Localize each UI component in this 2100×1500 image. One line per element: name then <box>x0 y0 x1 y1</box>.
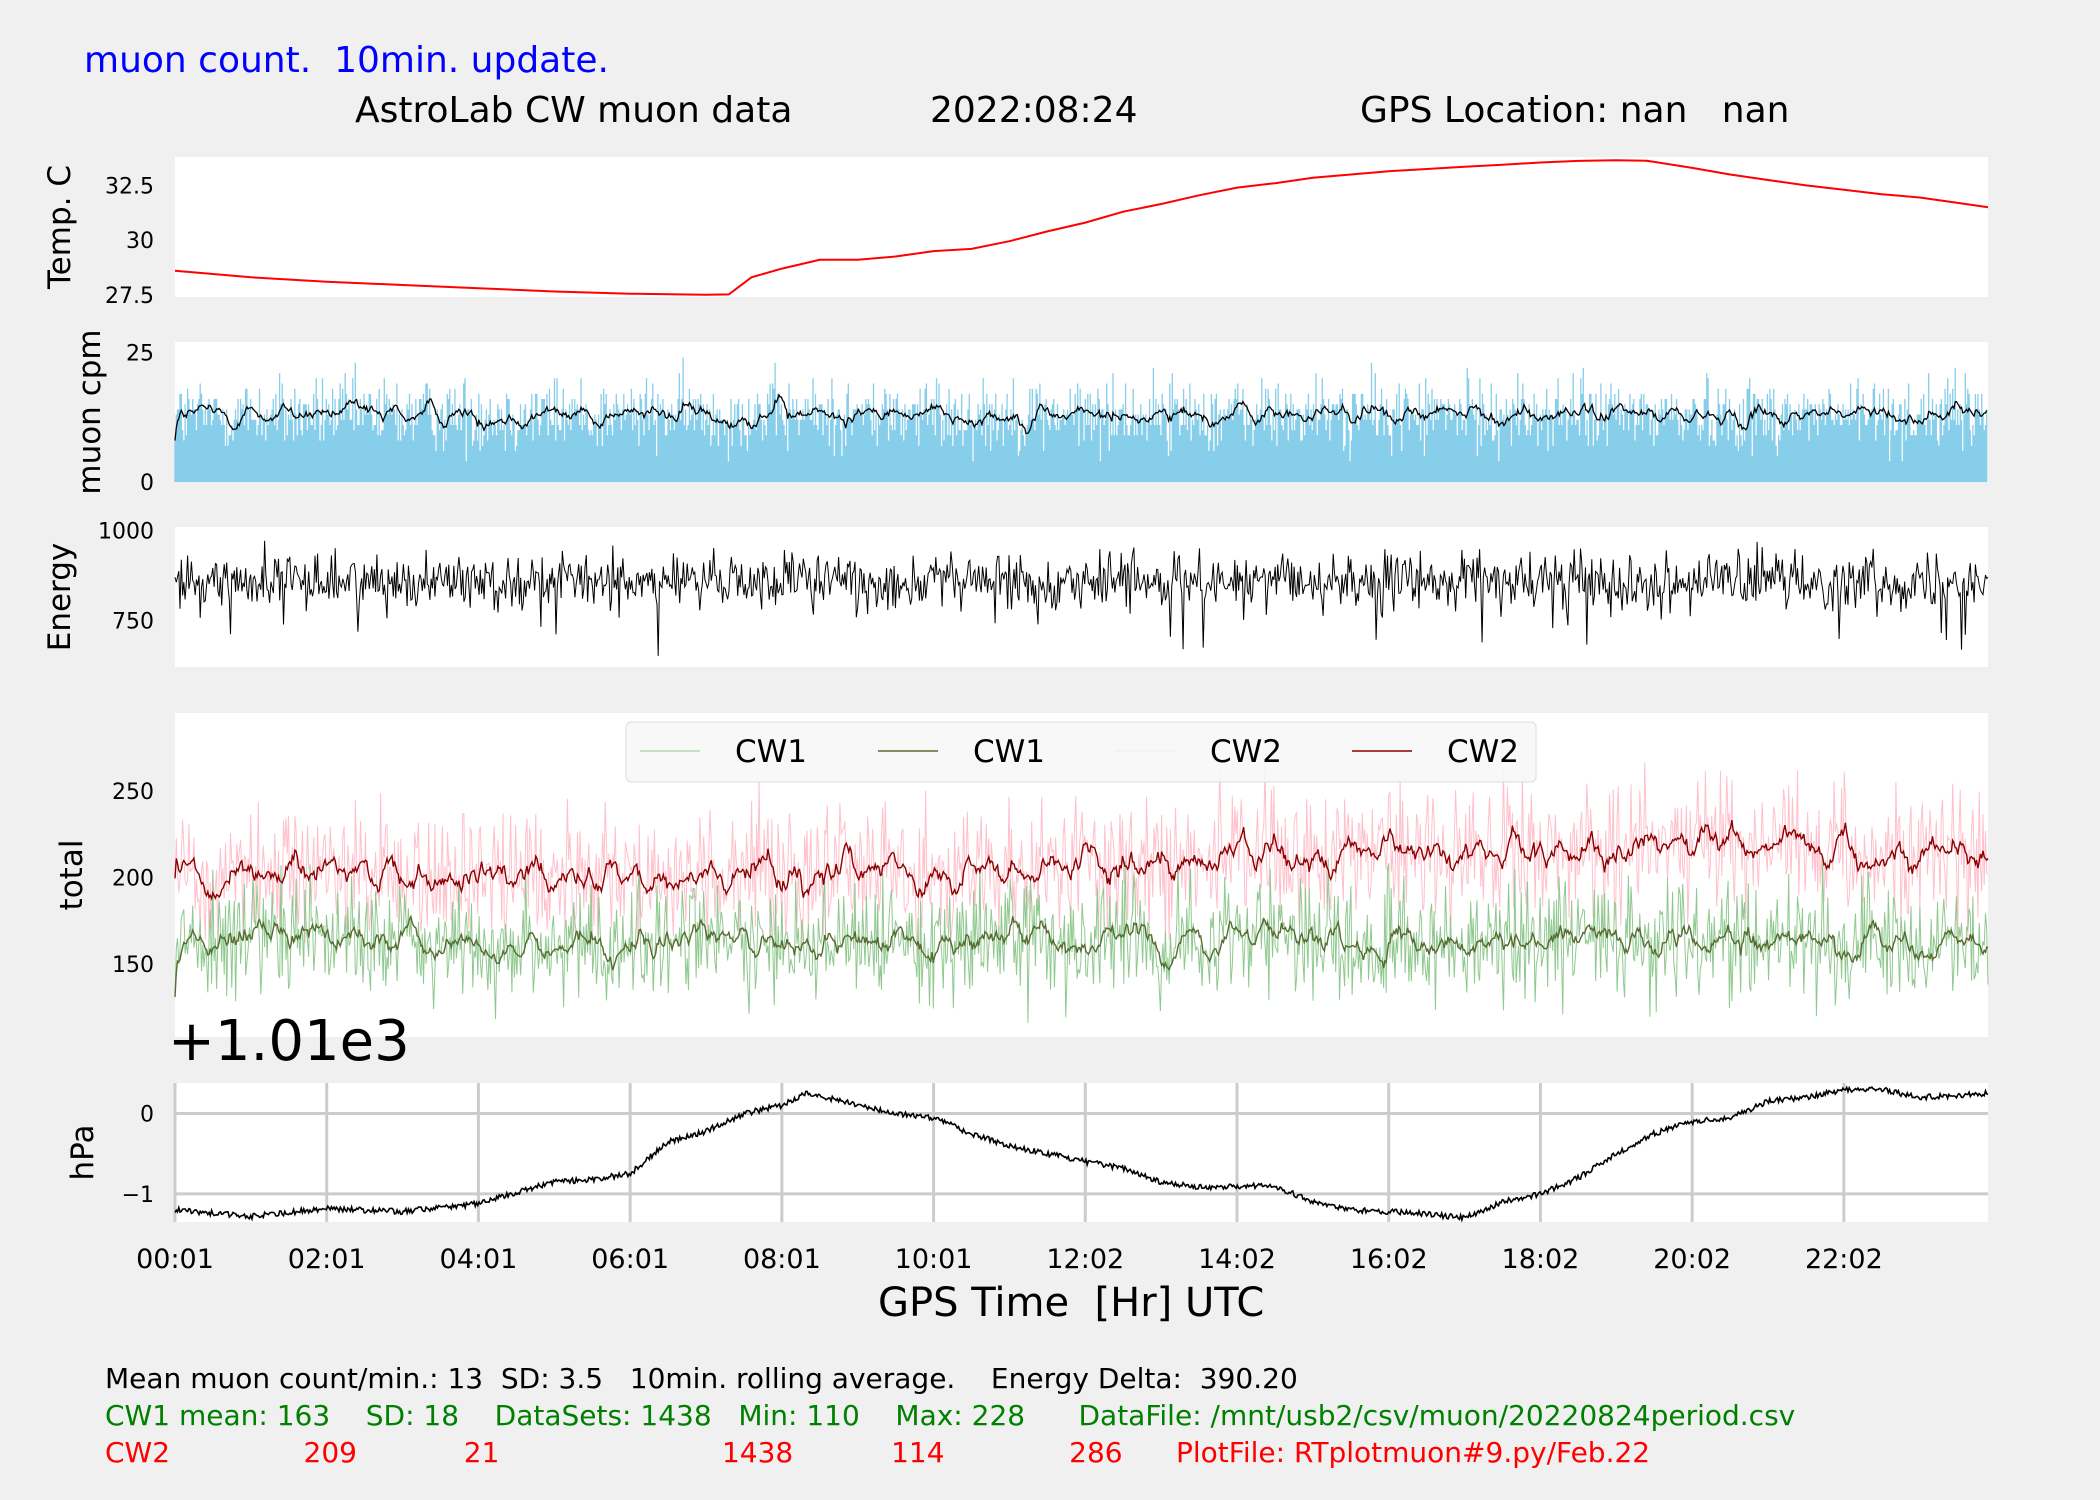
muon-cpm-panel: 0 25 muon cpm <box>72 329 1988 496</box>
pressure-tick-label: 0 <box>140 1103 154 1128</box>
cw1-raw-line <box>174 858 1989 1023</box>
temp-tick-label: 32.5 <box>105 174 154 199</box>
pressure-panel: −1 0 hPa 00:01 02:01 04:01 06:01 08:01 10:01 12:0… <box>65 1009 1989 1275</box>
temperature-series-line <box>174 159 1989 296</box>
legend-label: CW2 <box>1210 734 1282 770</box>
temp-axis-label: Temp. C <box>42 165 78 290</box>
x-tick-label: 06:01 <box>591 1244 669 1275</box>
temperature-panel: 27.5 30 32.5 Temp. C <box>42 157 1989 309</box>
muon-count-bars <box>174 357 1988 482</box>
muon-tick-label: 25 <box>126 341 154 366</box>
total-tick-label: 250 <box>112 780 154 805</box>
footer-summary: Mean muon count/min.: 13 SD: 3.5 10min. … <box>105 1362 1298 1395</box>
energy-panel: 750 1000 Energy <box>42 520 1989 667</box>
total-panel: 150 200 250 total CW1 CW1 CW2 CW2 <box>54 713 1989 1037</box>
legend-frame <box>625 721 1537 783</box>
chart-title: AstroLab CW muon data <box>355 90 793 131</box>
total-tick-label: 150 <box>112 953 154 978</box>
temp-tick-label: 30 <box>126 229 154 254</box>
cw1-rolling-average-line <box>174 914 1989 998</box>
legend-label: CW1 <box>973 734 1045 770</box>
legend-label: CW1 <box>735 734 807 770</box>
total-tick-label: 200 <box>112 867 154 892</box>
update-note: muon count. 10min. update. <box>84 40 609 81</box>
total-axis-label: total <box>54 840 90 911</box>
x-tick-label: 20:02 <box>1653 1244 1731 1275</box>
cw2-raw-line <box>174 762 1989 961</box>
energy-tick-label: 750 <box>112 609 154 634</box>
footer-cw2: CW2 209 21 1438 114 286 PlotFile: RTplot… <box>105 1436 1651 1469</box>
x-tick-label: 04:01 <box>440 1244 518 1275</box>
energy-series-line <box>174 540 1989 656</box>
pressure-plot-area <box>175 1083 1988 1222</box>
temp-tick-label: 27.5 <box>105 284 154 309</box>
energy-axis-label: Energy <box>42 543 78 652</box>
x-tick-label: 16:02 <box>1350 1244 1428 1275</box>
muon-axis-label: muon cpm <box>72 329 108 494</box>
temp-plot-area <box>175 157 1988 297</box>
pressure-tick-label: −1 <box>122 1183 154 1208</box>
pressure-offset-label: +1.01e3 <box>168 1009 410 1074</box>
cw2-rolling-average-line <box>174 819 1989 901</box>
x-tick-label: 22:02 <box>1805 1244 1883 1275</box>
x-tick-label: 12:02 <box>1046 1244 1124 1275</box>
x-tick-label: 14:02 <box>1198 1244 1276 1275</box>
legend-label: CW2 <box>1447 734 1519 770</box>
gps-location: GPS Location: nan nan <box>1360 90 1790 131</box>
footer-cw1: CW1 mean: 163 SD: 18 DataSets: 1438 Min:… <box>105 1399 1796 1432</box>
pressure-axis-label: hPa <box>65 1125 101 1181</box>
x-tick-label: 02:01 <box>288 1244 366 1275</box>
x-tick-label: 18:02 <box>1502 1244 1580 1275</box>
x-tick-label: 08:01 <box>743 1244 821 1275</box>
total-legend: CW1 CW1 CW2 CW2 <box>625 721 1537 783</box>
energy-tick-label: 1000 <box>98 520 154 545</box>
pressure-series-line <box>174 1085 1989 1223</box>
x-axis-label: GPS Time [Hr] UTC <box>878 1280 1265 1326</box>
chart-date: 2022:08:24 <box>930 90 1138 131</box>
x-tick-label: 10:01 <box>895 1244 973 1275</box>
muon-tick-label: 0 <box>140 471 154 496</box>
x-tick-label: 00:01 <box>136 1244 214 1275</box>
muon-rolling-average-line <box>174 393 1988 441</box>
